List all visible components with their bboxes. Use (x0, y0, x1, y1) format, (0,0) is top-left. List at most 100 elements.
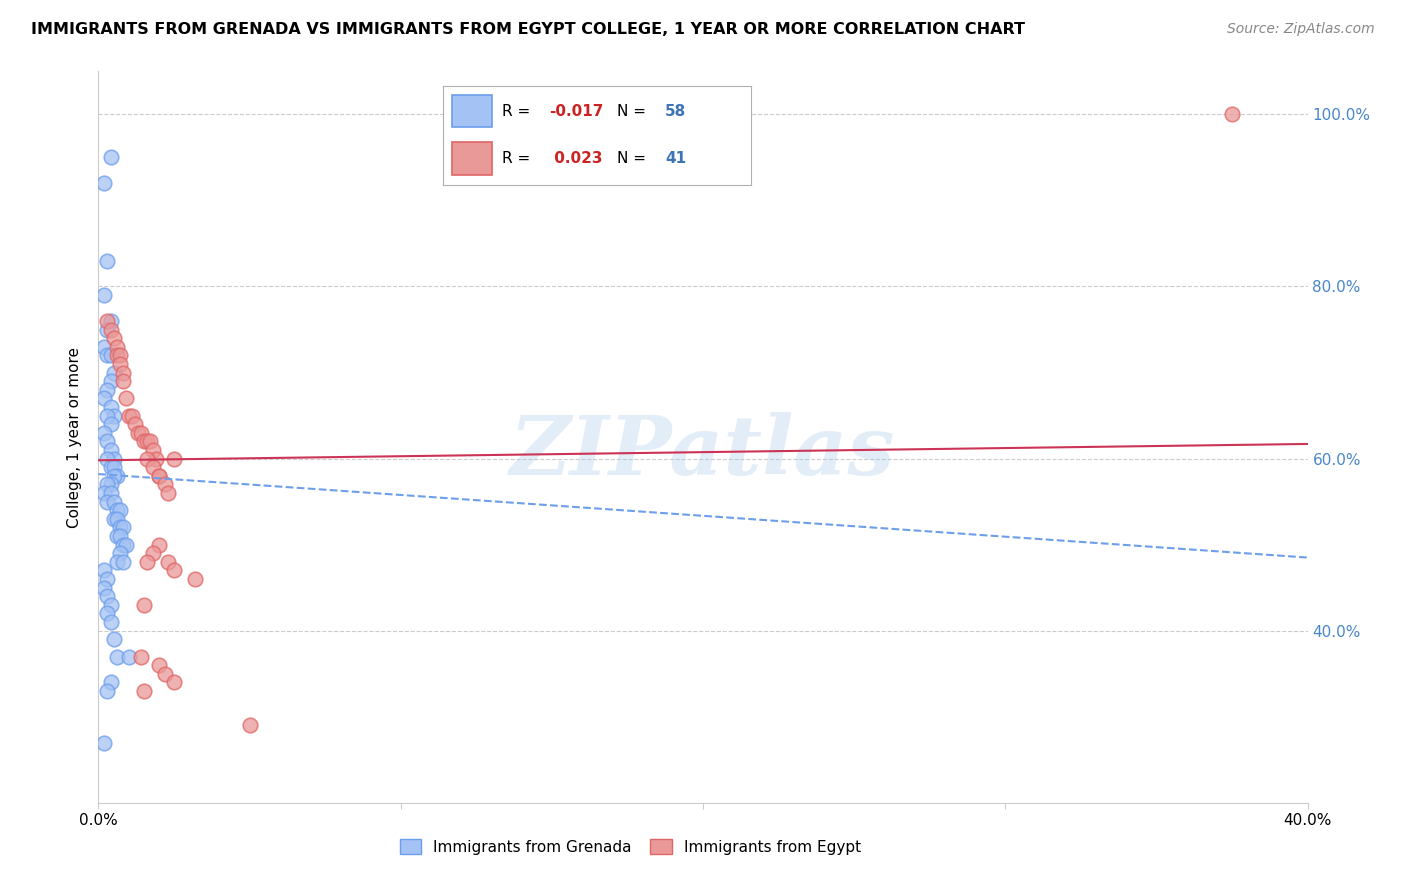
Point (135, 451, 157, 466)
Point (135, 434, 157, 449)
Point (105, 512, 128, 526)
Point (100, 150, 122, 164)
Point (103, 632, 125, 647)
Point (142, 546, 165, 560)
Point (105, 649, 128, 664)
Point (105, 555, 128, 569)
Point (139, 434, 162, 449)
Point (93, 392, 115, 406)
Point (163, 675, 186, 690)
Point (100, 615, 122, 629)
Point (163, 451, 186, 466)
Point (93, 176, 115, 190)
Point (103, 451, 125, 466)
Point (114, 538, 136, 552)
Point (93, 581, 115, 595)
Point (108, 348, 131, 362)
Point (100, 322, 122, 336)
Point (111, 374, 134, 388)
Point (100, 598, 122, 612)
Point (103, 331, 125, 345)
Point (96, 253, 118, 268)
Point (105, 348, 128, 362)
Point (96, 684, 118, 698)
Point (121, 409, 143, 423)
Point (148, 538, 170, 552)
Point (132, 434, 155, 449)
Point (127, 425, 149, 440)
Point (93, 486, 115, 500)
Point (132, 684, 155, 698)
Point (111, 555, 134, 569)
Point (100, 400, 122, 414)
Point (100, 477, 122, 491)
Point (105, 468, 128, 483)
Point (103, 409, 125, 423)
Point (103, 512, 125, 526)
Point (153, 666, 176, 681)
Point (96, 409, 118, 423)
Text: Source: ZipAtlas.com: Source: ZipAtlas.com (1227, 22, 1375, 37)
Point (142, 442, 165, 457)
Point (100, 417, 122, 432)
Point (96, 348, 118, 362)
Point (96, 607, 118, 621)
Point (96, 589, 118, 603)
Point (156, 486, 179, 500)
Point (96, 314, 118, 328)
Point (105, 503, 128, 517)
Point (93, 425, 115, 440)
Point (129, 425, 152, 440)
Point (129, 649, 152, 664)
Point (100, 348, 122, 362)
Point (135, 555, 157, 569)
Point (105, 529, 128, 543)
Point (100, 314, 122, 328)
Point (100, 486, 122, 500)
Point (118, 649, 141, 664)
Point (100, 675, 122, 690)
Point (100, 460, 122, 475)
Point (96, 572, 118, 586)
Point (108, 357, 131, 371)
Point (108, 529, 131, 543)
Point (108, 520, 131, 534)
Point (96, 383, 118, 397)
Point (148, 468, 170, 483)
Point (156, 555, 179, 569)
Point (103, 366, 125, 380)
Point (100, 442, 122, 457)
Point (1220, 107, 1243, 121)
Point (93, 340, 115, 354)
Point (96, 477, 118, 491)
Point (142, 460, 165, 475)
Point (93, 564, 115, 578)
Point (239, 718, 262, 732)
Point (132, 598, 155, 612)
Point (96, 322, 118, 336)
Point (103, 494, 125, 508)
Y-axis label: College, 1 year or more: College, 1 year or more (67, 347, 83, 527)
Point (93, 288, 115, 302)
Point (111, 538, 134, 552)
Point (111, 520, 134, 534)
Point (124, 417, 146, 432)
Point (96, 494, 118, 508)
Point (108, 503, 131, 517)
Point (118, 409, 141, 423)
Point (145, 451, 167, 466)
Point (148, 658, 170, 673)
Point (111, 366, 134, 380)
Point (108, 546, 131, 560)
Point (100, 374, 122, 388)
Point (148, 468, 170, 483)
Point (184, 572, 207, 586)
Point (103, 468, 125, 483)
Point (103, 460, 125, 475)
Text: ZIPatlas: ZIPatlas (510, 412, 896, 491)
Point (93, 735, 115, 749)
Text: IMMIGRANTS FROM GRENADA VS IMMIGRANTS FROM EGYPT COLLEGE, 1 YEAR OR MORE CORRELA: IMMIGRANTS FROM GRENADA VS IMMIGRANTS FR… (31, 22, 1025, 37)
Legend: Immigrants from Grenada, Immigrants from Egypt: Immigrants from Grenada, Immigrants from… (394, 833, 868, 861)
Point (105, 340, 128, 354)
Point (96, 434, 118, 449)
